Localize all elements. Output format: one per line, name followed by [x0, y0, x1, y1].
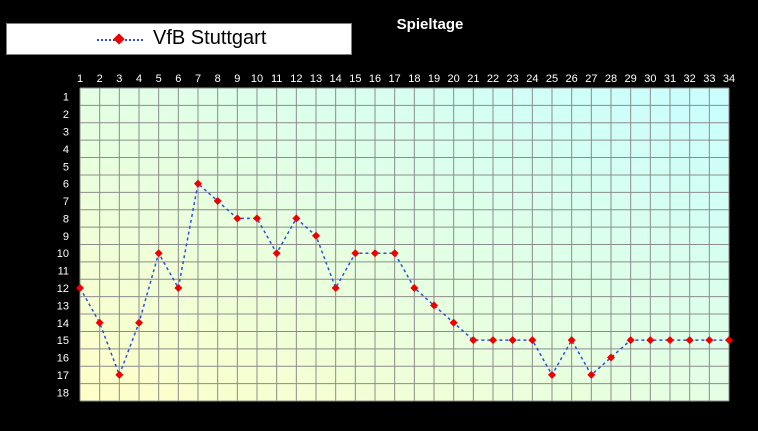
- data-point-marker: [95, 318, 104, 327]
- x-tick-label: 30: [644, 73, 656, 85]
- x-tick-label: 20: [448, 73, 460, 85]
- data-point-marker: [725, 336, 733, 345]
- x-tick-label: 34: [723, 73, 735, 85]
- y-tick-label: 17: [57, 370, 69, 382]
- y-tick-label: 13: [57, 300, 69, 312]
- x-tick-label: 31: [664, 73, 676, 85]
- y-tick-label: 16: [57, 353, 69, 365]
- data-point-marker: [213, 197, 222, 206]
- x-tick-label: 2: [97, 73, 103, 85]
- y-tick-label: 11: [58, 266, 69, 278]
- data-point-marker: [508, 336, 517, 345]
- y-tick-label: 7: [63, 196, 69, 208]
- x-tick-label: 17: [389, 73, 401, 85]
- x-tick-label: 9: [234, 73, 240, 85]
- series-line: [79, 182, 729, 378]
- x-tick-label: 3: [116, 73, 122, 85]
- data-point-marker: [567, 336, 576, 345]
- x-tick-label: 29: [625, 73, 637, 85]
- x-tick-label: 16: [369, 73, 381, 85]
- chart-title: Spieltage: [396, 16, 464, 33]
- y-tick-label: 14: [57, 318, 69, 330]
- x-tick-label: 15: [349, 73, 361, 85]
- x-tick-label: 6: [175, 73, 181, 85]
- data-point-marker: [292, 214, 301, 223]
- x-tick-label: 25: [546, 73, 558, 85]
- x-tick-label: 13: [310, 73, 322, 85]
- y-tick-label: 5: [63, 161, 69, 173]
- y-tick-label: 18: [57, 387, 69, 399]
- data-point-marker: [331, 283, 340, 292]
- y-tick-label: 3: [63, 126, 69, 138]
- data-point-marker: [233, 214, 242, 223]
- x-tick-label: 32: [684, 73, 696, 85]
- data-point-marker: [390, 249, 399, 258]
- x-tick-label: 22: [487, 73, 499, 85]
- data-point-marker: [705, 336, 714, 345]
- data-point-marker: [351, 249, 360, 258]
- data-point-marker: [312, 231, 320, 240]
- x-tick-label: 19: [428, 73, 440, 85]
- y-tick-label: 2: [63, 109, 69, 121]
- x-tick-label: 10: [251, 73, 263, 85]
- data-point-marker: [174, 283, 183, 292]
- data-point-marker: [76, 283, 84, 292]
- data-point-marker: [587, 370, 596, 379]
- data-point-marker: [194, 179, 202, 188]
- data-point-marker: [666, 336, 674, 345]
- x-tick-label: 26: [566, 73, 578, 85]
- x-tick-label: 14: [330, 73, 342, 85]
- x-tick-label: 28: [605, 73, 617, 85]
- data-point-marker: [154, 249, 163, 258]
- series-vfb-stuttgart: [76, 179, 733, 379]
- x-tick-label: 18: [408, 73, 420, 85]
- grid-lines: [79, 87, 730, 402]
- y-tick-label: 4: [63, 144, 69, 156]
- x-tick-label: 23: [507, 73, 519, 85]
- y-tick-label: 15: [57, 335, 69, 347]
- x-axis-tick-labels: 1 2 3 4 5 6 7 8 9 10 11 12 13 14 15 16 17 18 19 20 21 22 23 24 2…: [77, 73, 735, 85]
- x-tick-label: 8: [215, 73, 221, 85]
- data-point-marker: [449, 318, 458, 327]
- y-tick-label: 6: [63, 179, 69, 191]
- data-point-marker: [430, 301, 438, 310]
- y-tick-label: 12: [57, 283, 69, 295]
- data-point-marker: [489, 336, 497, 345]
- data-point-marker: [607, 353, 615, 362]
- data-point-marker: [548, 370, 556, 379]
- x-tick-label: 12: [290, 73, 302, 85]
- x-tick-label: 11: [271, 73, 282, 85]
- data-point-marker: [115, 370, 124, 379]
- legend: VfB Stuttgart: [6, 23, 352, 55]
- x-tick-label: 1: [77, 73, 83, 85]
- data-point-marker: [135, 318, 143, 327]
- x-tick-label: 24: [526, 73, 538, 85]
- x-tick-label: 33: [703, 73, 715, 85]
- data-point-marker: [371, 249, 379, 258]
- x-tick-label: 27: [585, 73, 597, 85]
- y-tick-label: 9: [63, 231, 69, 243]
- x-tick-label: 4: [136, 73, 142, 85]
- y-tick-label: 1: [63, 92, 69, 104]
- legend-label: VfB Stuttgart: [153, 27, 267, 49]
- data-point-marker: [272, 249, 281, 258]
- data-point-marker: [626, 336, 635, 345]
- data-point-marker: [685, 336, 694, 345]
- data-point-marker: [410, 283, 419, 292]
- data-point-marker: [528, 336, 537, 345]
- x-tick-label: 5: [156, 73, 162, 85]
- y-tick-label: 10: [57, 248, 69, 260]
- x-tick-label: 21: [467, 73, 479, 85]
- x-tick-label: 7: [195, 73, 201, 85]
- y-tick-label: 8: [63, 213, 69, 225]
- data-point-marker: [253, 214, 261, 223]
- data-point-marker: [469, 336, 478, 345]
- data-point-marker: [646, 336, 655, 345]
